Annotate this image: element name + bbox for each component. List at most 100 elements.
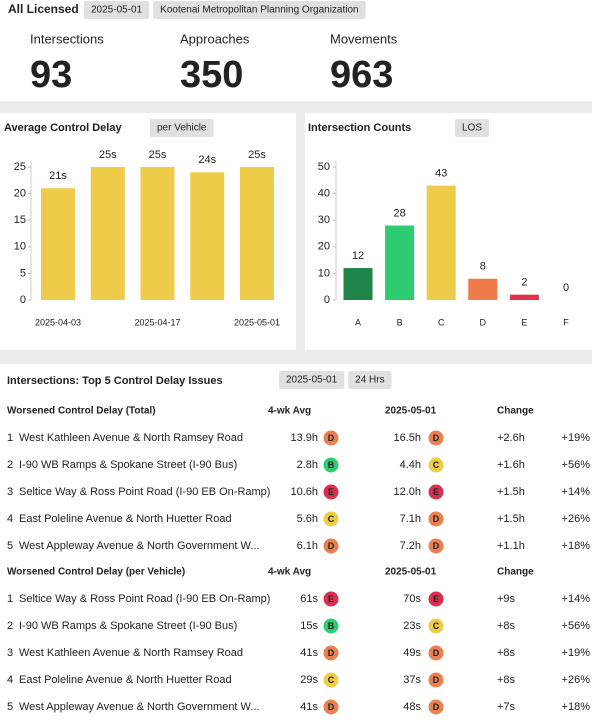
bar [190, 172, 225, 300]
los-letter: D [433, 514, 440, 524]
rank: 2 [7, 459, 13, 471]
chip [279, 371, 345, 389]
stat-label: Intersections [30, 31, 104, 46]
change-percent: +14% [562, 593, 591, 605]
change-value: +1.5h [497, 513, 525, 525]
chip-label: per Vehicle [157, 123, 207, 134]
los-letter: E [433, 487, 439, 497]
bar [41, 188, 75, 300]
los-letter: D [328, 648, 335, 658]
los-badge [428, 645, 444, 661]
los-badge [323, 511, 339, 527]
section-title: Worsened Control Delay (Total) [7, 406, 156, 417]
change-value: +7s [497, 701, 516, 713]
x-tick-label: F [563, 317, 569, 327]
y-tick-label: 0 [20, 294, 26, 306]
chip-label: LOS [462, 123, 482, 134]
change-value: +8s [497, 620, 516, 632]
y-tick-label: 40 [318, 188, 330, 200]
los-letter: D [433, 702, 440, 712]
chip [153, 1, 366, 19]
rank: 2 [7, 620, 13, 632]
los-letter: C [328, 514, 335, 524]
change-value: +8s [497, 647, 516, 659]
y-tick-label: 20 [318, 241, 330, 253]
intersection-name: West Appleway Avenue & North Government … [19, 701, 260, 713]
los-letter: E [433, 594, 439, 604]
chip-label: 2025-05-01 [91, 5, 143, 16]
change-percent: +26% [562, 674, 591, 686]
los-badge [323, 457, 339, 473]
intersection-name: Seltice Way & Ross Point Road (I-90 EB O… [19, 593, 270, 605]
change-value: +1.6h [497, 459, 525, 471]
los-letter: D [433, 675, 440, 685]
table-title: Intersections: Top 5 Control Delay Issue… [7, 375, 223, 387]
intersection-name: East Poleline Avenue & North Huetter Roa… [19, 674, 232, 686]
los-letter: D [433, 433, 440, 443]
change-value: +9s [497, 593, 516, 605]
y-tick-label: 50 [318, 161, 330, 173]
los-letter: B [328, 621, 335, 631]
los-badge [428, 430, 444, 446]
value-label: 43 [435, 168, 447, 180]
change-percent: +26% [562, 513, 591, 525]
value-label: 21s [49, 170, 67, 182]
intersection-name: West Kathleen Avenue & North Ramsey Road [19, 647, 243, 659]
value-label: 25s [248, 149, 266, 161]
x-tick-label: 2025-04-03 [35, 317, 81, 327]
avg-value: 41s [300, 701, 318, 713]
los-badge [323, 430, 339, 446]
change-percent: +18% [562, 701, 591, 713]
los-badge [428, 591, 444, 607]
los-badge [428, 538, 444, 554]
value-label: 0 [563, 282, 569, 294]
x-tick-label: B [397, 317, 403, 327]
change-value: +2.6h [497, 432, 525, 444]
bar [385, 225, 415, 300]
bar [240, 167, 274, 300]
los-letter: B [328, 460, 335, 470]
avg-value: 15s [300, 620, 318, 632]
chart-title: Average Control Delay [4, 122, 122, 134]
current-value: 23s [403, 620, 421, 632]
stat-value: 350 [180, 54, 243, 96]
rank: 4 [7, 513, 13, 525]
los-badge [428, 699, 444, 715]
change-percent: +56% [562, 459, 591, 471]
current-value: 7.2h [400, 540, 421, 552]
los-letter: C [433, 621, 440, 631]
change-value: +1.5h [497, 486, 525, 498]
los-letter: D [328, 433, 335, 443]
y-tick-label: 10 [318, 267, 330, 279]
value-label: 2 [521, 277, 527, 289]
value-label: 25s [99, 149, 117, 161]
los-letter: C [433, 460, 440, 470]
los-badge [323, 538, 339, 554]
avg-value: 2.8h [297, 459, 318, 471]
stat-value: 963 [330, 54, 393, 96]
stat-label: Approaches [180, 31, 250, 46]
value-label: 24s [198, 154, 216, 166]
column-header: 4-wk Avg [268, 567, 311, 578]
intersection-name: West Kathleen Avenue & North Ramsey Road [19, 432, 243, 444]
value-label: 25s [149, 149, 167, 161]
rank: 1 [7, 432, 13, 444]
rank: 1 [7, 593, 13, 605]
y-tick-label: 15 [14, 214, 26, 226]
x-tick-label: A [355, 317, 361, 327]
current-value: 37s [403, 674, 421, 686]
column-header: Change [497, 406, 534, 417]
current-value: 7.1h [400, 513, 421, 525]
y-tick-label: 20 [14, 188, 26, 200]
stat-label: Movements [330, 31, 398, 46]
intersection-name: I-90 WB Ramps & Spokane Street (I-90 Bus… [19, 620, 237, 632]
intersection-name: Seltice Way & Ross Point Road (I-90 EB O… [19, 486, 270, 498]
change-value: +8s [497, 674, 516, 686]
los-badge [428, 618, 444, 634]
los-letter: D [433, 541, 440, 551]
los-badge [323, 672, 339, 688]
chip [348, 371, 392, 389]
bar [468, 278, 498, 300]
los-letter: D [328, 702, 335, 712]
